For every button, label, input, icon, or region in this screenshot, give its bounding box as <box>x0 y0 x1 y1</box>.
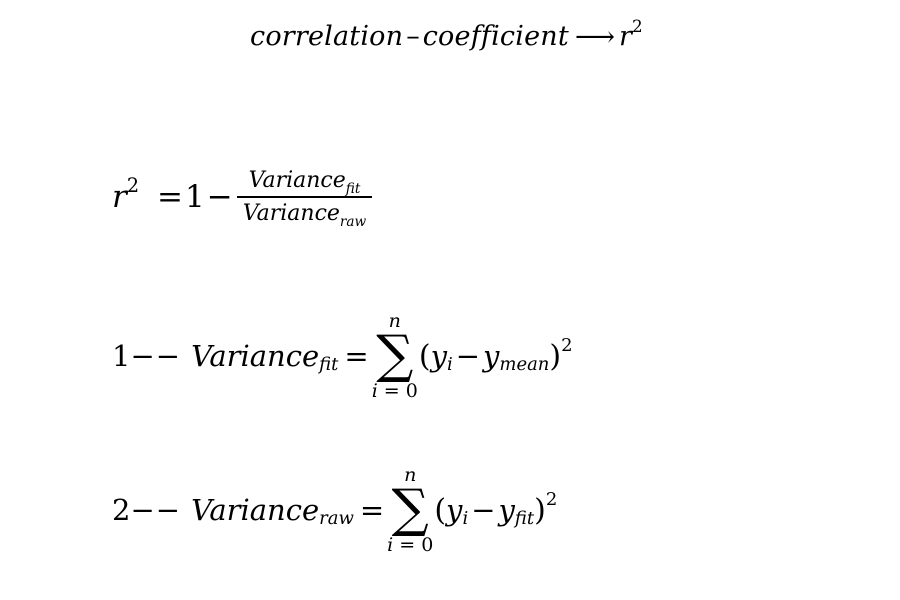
right-arrow-icon: ⟶ <box>574 20 616 53</box>
fit-term1-subscript: i <box>446 353 453 375</box>
raw-term2-base: y <box>498 493 515 528</box>
header-word-correlation: correlation <box>250 21 404 52</box>
raw-exponent: 2 <box>545 489 558 511</box>
fit-term1-base: y <box>430 339 447 374</box>
fit-minus-sign: − <box>455 339 481 374</box>
raw-term2-subscript: fit <box>514 507 535 529</box>
header-r: r <box>619 21 632 52</box>
raw-formula-number: 2 <box>112 493 131 528</box>
raw-formula-base: Variance <box>191 493 320 528</box>
fraction-bar <box>236 196 373 198</box>
fit-formula-equals: = <box>344 339 369 374</box>
r2-fraction-denominator: Varianceraw <box>237 198 372 230</box>
r2-one: 1 <box>185 179 205 215</box>
fit-summation: n ∑ i = 0 <box>372 312 418 401</box>
denominator-subscript: raw <box>339 214 367 231</box>
fit-open-paren: ( <box>418 338 431 374</box>
sigma-icon: ∑ <box>376 325 414 385</box>
fit-formula-base: Variance <box>191 339 320 374</box>
r2-fraction: Variancefit Varianceraw <box>236 168 373 230</box>
raw-sum-index-start: 0 <box>421 533 434 556</box>
r2-equals-sign: = <box>157 179 184 215</box>
raw-sum-index-eq: = <box>393 533 422 556</box>
fit-formula-subscript: fit <box>319 353 339 375</box>
raw-formula-dashes: −− <box>130 493 182 528</box>
raw-minus-sign: − <box>471 493 496 528</box>
fit-formula-number: 1 <box>112 339 131 374</box>
fit-exponent: 2 <box>561 335 573 357</box>
fit-formula-dashes: −− <box>130 339 182 374</box>
r2-fraction-numerator: Variancefit <box>243 168 367 198</box>
raw-term1-subscript: i <box>462 507 469 529</box>
r-squared-formula: r 2 = 1 − Variancefit Varianceraw <box>112 168 373 230</box>
raw-term1-base: y <box>446 493 463 528</box>
denominator-base: Variance <box>242 201 340 226</box>
raw-summation: n ∑ i = 0 <box>387 466 433 555</box>
r2-lhs-base: r <box>112 179 127 215</box>
r2-lhs-exponent: 2 <box>126 173 140 197</box>
raw-sum-upper-limit: n <box>404 464 417 486</box>
fit-term2-base: y <box>483 339 500 374</box>
numerator-base: Variance <box>248 168 346 193</box>
fit-close-paren: ) <box>549 338 562 374</box>
r2-minus-sign: − <box>206 179 233 215</box>
raw-formula-equals: = <box>359 493 385 528</box>
variance-raw-formula: 2 −− Variance raw = n ∑ i = 0 ( y i − y … <box>112 466 557 555</box>
fit-sum-index-start: 0 <box>405 379 418 402</box>
variance-fit-formula: 1 −− Variance fit = n ∑ i = 0 ( y i − y … <box>112 312 573 401</box>
fit-sum-upper-limit: n <box>388 310 401 332</box>
raw-open-paren: ( <box>434 492 447 528</box>
raw-close-paren: ) <box>534 492 546 528</box>
fit-sum-lower-limit: i = 0 <box>371 379 418 402</box>
numerator-subscript: fit <box>345 181 361 198</box>
raw-formula-subscript: raw <box>319 507 354 529</box>
sigma-icon: ∑ <box>391 479 429 539</box>
fit-sum-index-var: i <box>371 379 378 402</box>
fit-sum-index-eq: = <box>377 379 406 402</box>
header-dash: – <box>406 21 420 52</box>
header-formula: correlation – coefficient ⟶ r 2 <box>250 16 643 53</box>
fit-term2-subscript: mean <box>499 353 550 375</box>
raw-sum-lower-limit: i = 0 <box>387 533 434 556</box>
raw-sum-index-var: i <box>387 533 394 556</box>
header-word-coefficient: coefficient <box>422 21 569 52</box>
header-r-exponent: 2 <box>631 16 643 37</box>
